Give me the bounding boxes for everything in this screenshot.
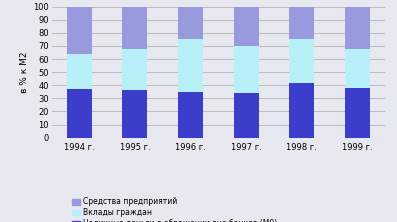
Bar [289,7,314,40]
Bar [289,40,314,83]
Legend: Средства предприятий, Вклады граждан, Наличные деньги в обращении вне банков (М0: Средства предприятий, Вклады граждан, На… [72,197,277,222]
Bar [234,46,259,93]
Bar [345,88,370,138]
Bar [122,7,147,49]
Bar [234,93,259,138]
Bar [178,7,203,40]
Bar [122,91,147,138]
Bar [234,7,259,46]
Bar [345,49,370,88]
Bar [67,7,92,54]
Bar [289,83,314,138]
Y-axis label: в % к М2: в % к М2 [20,52,29,93]
Bar [178,92,203,138]
Bar [67,89,92,138]
Bar [67,54,92,89]
Bar [122,49,147,91]
Bar [345,7,370,49]
Bar [178,40,203,92]
